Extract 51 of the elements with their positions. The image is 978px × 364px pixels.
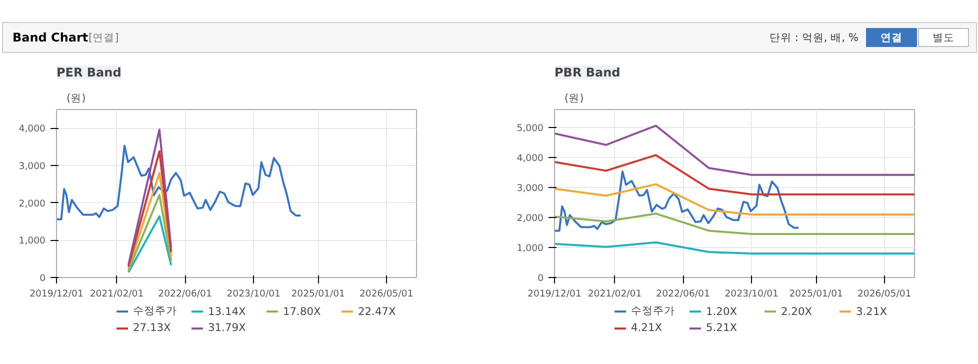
y-tick-label: 3,000 [516,183,544,194]
legend-label: 3.21X [856,304,888,318]
line-series [554,241,914,254]
chart-title: PBR Band [554,66,620,80]
legend-label: 22.47X [358,304,397,318]
x-tick-label: 2026/05/01 [857,288,912,300]
legend-label: 5.21X [706,321,738,334]
line-series [554,170,800,232]
legend-label: 1.20X [706,304,738,318]
y-tick-label: 4,000 [516,153,544,164]
text: Band Chart [12,30,88,44]
y-tick-label: 0 [538,273,544,284]
x-tick-label: 2025/01/01 [291,288,346,300]
y-axis-title: (원) [564,92,584,104]
x-tick-label: 2019/12/01 [30,288,84,300]
line-series [554,154,914,196]
y-tick-label: 3,000 [18,161,46,172]
legend-label: 4.21X [631,321,664,334]
text: [연결] [88,31,119,44]
x-tick-label: 2023/10/01 [724,288,779,300]
legend-label: 17.80X [283,304,322,318]
y-tick-label: 1,000 [18,236,46,247]
chart-title: PER Band [56,66,122,80]
x-tick-label: 2025/01/01 [789,288,844,300]
y-axis-title: (원) [66,92,86,104]
legend-label: 수정주가 [631,304,675,318]
x-tick-label: 2022/06/01 [656,288,710,300]
line-series [554,124,914,176]
x-tick-label: 2021/02/01 [90,288,144,300]
legend-label: 27.13X [133,321,172,334]
x-tick-label: 2026/05/01 [359,288,414,300]
text: 연결 [880,31,902,44]
legend-label: 31.79X [208,321,247,334]
y-tick-label: 5,000 [516,123,544,134]
text: 별도 [932,31,954,44]
y-tick-label: 2,000 [18,198,46,210]
line-series [554,212,914,235]
y-tick-label: 4,000 [18,124,46,135]
y-tick-label: 0 [40,273,46,284]
x-tick-label: 2022/06/01 [158,288,212,300]
y-tick-label: 1,000 [516,243,544,254]
line-series [554,183,914,216]
legend-label: 2.20X [781,304,814,318]
legend-label: 13.14X [208,304,247,318]
x-tick-label: 2021/02/01 [588,288,642,300]
text: 단위 : 억원, 배, % [769,31,859,44]
x-tick-label: 2023/10/01 [226,288,281,300]
line-series [56,144,302,220]
x-tick-label: 2019/12/01 [528,288,582,300]
legend-label: 수정주가 [133,304,177,318]
y-tick-label: 2,000 [516,213,544,224]
